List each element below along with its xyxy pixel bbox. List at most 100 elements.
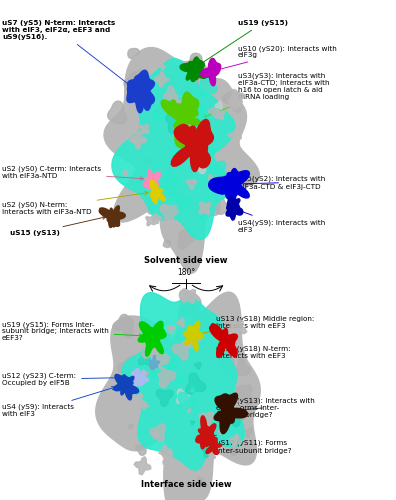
Polygon shape xyxy=(141,90,154,110)
Polygon shape xyxy=(151,192,157,202)
Polygon shape xyxy=(215,101,223,109)
Polygon shape xyxy=(201,58,221,86)
Polygon shape xyxy=(136,444,147,456)
Polygon shape xyxy=(181,80,201,99)
Polygon shape xyxy=(196,435,204,444)
Polygon shape xyxy=(123,170,128,176)
Polygon shape xyxy=(179,290,201,308)
Polygon shape xyxy=(199,216,204,222)
Polygon shape xyxy=(218,412,227,420)
Polygon shape xyxy=(146,337,155,347)
Polygon shape xyxy=(140,124,149,134)
Polygon shape xyxy=(152,214,161,224)
Polygon shape xyxy=(191,198,209,217)
Polygon shape xyxy=(140,370,148,378)
Polygon shape xyxy=(187,62,194,73)
Polygon shape xyxy=(109,214,119,227)
Polygon shape xyxy=(231,444,239,451)
Polygon shape xyxy=(160,64,166,70)
Polygon shape xyxy=(187,180,196,190)
Polygon shape xyxy=(194,313,212,328)
Polygon shape xyxy=(206,434,215,442)
Polygon shape xyxy=(120,415,131,428)
Polygon shape xyxy=(227,335,236,346)
Polygon shape xyxy=(138,352,152,365)
Polygon shape xyxy=(166,358,179,372)
Polygon shape xyxy=(141,402,148,409)
Polygon shape xyxy=(229,434,242,448)
Polygon shape xyxy=(167,100,183,117)
Polygon shape xyxy=(223,406,241,426)
Polygon shape xyxy=(197,477,204,484)
Polygon shape xyxy=(148,329,160,345)
Polygon shape xyxy=(235,412,245,422)
Polygon shape xyxy=(154,72,169,88)
Polygon shape xyxy=(218,428,223,434)
Polygon shape xyxy=(143,180,152,189)
Polygon shape xyxy=(124,382,134,390)
Polygon shape xyxy=(245,428,252,438)
Text: uS5(yS2): Interacts with
eIF3a-CTD & eIF3j-CTD: uS5(yS2): Interacts with eIF3a-CTD & eIF… xyxy=(238,176,325,190)
Polygon shape xyxy=(209,70,217,79)
Polygon shape xyxy=(119,416,128,425)
Polygon shape xyxy=(133,70,143,81)
Polygon shape xyxy=(217,172,237,194)
Polygon shape xyxy=(164,168,174,179)
Polygon shape xyxy=(153,361,157,366)
Text: uS4 (yS9): Interacts
with eIF3: uS4 (yS9): Interacts with eIF3 xyxy=(2,386,115,418)
Polygon shape xyxy=(187,104,198,118)
Text: uS19 (yS15): uS19 (yS15) xyxy=(196,20,287,67)
Polygon shape xyxy=(176,120,187,132)
Polygon shape xyxy=(166,336,188,353)
Polygon shape xyxy=(220,358,234,372)
Polygon shape xyxy=(230,446,237,456)
Polygon shape xyxy=(187,53,202,72)
Polygon shape xyxy=(160,205,179,224)
Polygon shape xyxy=(228,90,245,107)
Text: Solvent side view: Solvent side view xyxy=(145,256,228,265)
Polygon shape xyxy=(209,107,216,116)
Polygon shape xyxy=(207,161,226,181)
Polygon shape xyxy=(200,313,207,318)
Polygon shape xyxy=(180,124,201,146)
Polygon shape xyxy=(172,128,180,136)
Text: uS15 (yS13): Interacts with
eIF3; Forms Inter-
subunit bridge?: uS15 (yS13): Interacts with eIF3; Forms … xyxy=(216,398,314,418)
Polygon shape xyxy=(150,190,156,198)
Polygon shape xyxy=(96,292,260,500)
Text: uS13 (yS18) Middle region:
Interacts with eEF3: uS13 (yS18) Middle region: Interacts wit… xyxy=(196,315,314,336)
Polygon shape xyxy=(202,426,211,437)
Text: uS7 (yS5) N-term: Interacts
with eIF3, eIF2α, eEF3 and
uS9(yS16).: uS7 (yS5) N-term: Interacts with eIF3, e… xyxy=(2,20,131,86)
Polygon shape xyxy=(108,101,127,124)
Polygon shape xyxy=(228,98,239,110)
Polygon shape xyxy=(136,377,144,386)
Polygon shape xyxy=(199,202,211,214)
Text: uS17 (yS11): Forms
Inter-subunit bridge?: uS17 (yS11): Forms Inter-subunit bridge? xyxy=(213,435,291,454)
Polygon shape xyxy=(146,216,155,226)
Polygon shape xyxy=(152,431,159,439)
Polygon shape xyxy=(191,421,194,424)
Polygon shape xyxy=(150,368,162,380)
Polygon shape xyxy=(230,203,238,212)
Polygon shape xyxy=(222,181,236,199)
Polygon shape xyxy=(239,180,249,190)
Polygon shape xyxy=(150,364,154,370)
Polygon shape xyxy=(229,369,238,378)
Polygon shape xyxy=(182,403,190,412)
Polygon shape xyxy=(176,108,186,124)
Text: uS10 (yS20): Interacts with
eIF3g: uS10 (yS20): Interacts with eIF3g xyxy=(217,45,336,71)
Polygon shape xyxy=(113,314,133,338)
Polygon shape xyxy=(170,76,177,84)
Polygon shape xyxy=(187,106,206,128)
Polygon shape xyxy=(194,139,210,168)
Polygon shape xyxy=(194,325,199,333)
Polygon shape xyxy=(131,370,141,378)
Polygon shape xyxy=(150,180,165,204)
Text: uS4(yS9): Interacts with
eIF3: uS4(yS9): Interacts with eIF3 xyxy=(238,210,325,233)
Polygon shape xyxy=(227,206,234,215)
Text: Interface side view: Interface side view xyxy=(141,480,231,489)
Polygon shape xyxy=(128,76,148,94)
Polygon shape xyxy=(204,446,207,450)
Polygon shape xyxy=(126,378,133,385)
Polygon shape xyxy=(159,444,172,458)
Polygon shape xyxy=(226,198,243,220)
